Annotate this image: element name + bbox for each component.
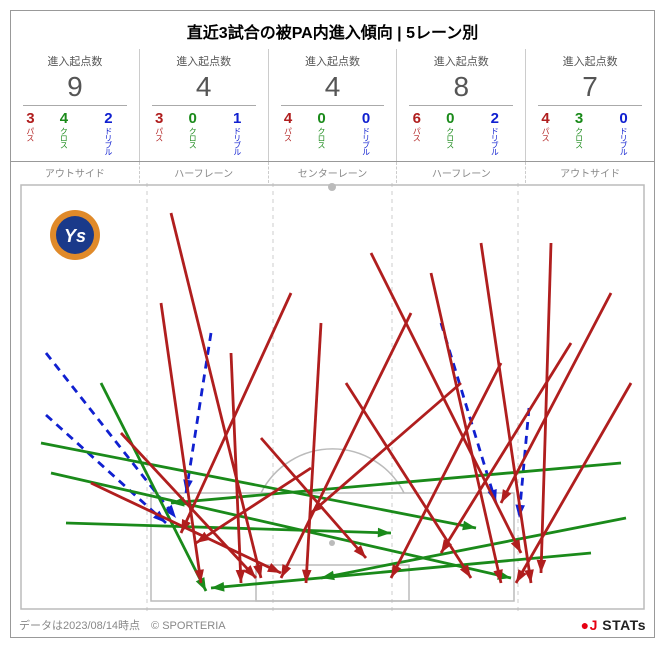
lane-name-3: ハーフレーン [397,162,526,183]
chart-title: 直近3試合の被PA内進入傾向 | 5レーン別 [11,11,654,49]
lane-breakdown: 3パス 4クロス 2ドリブル [11,110,139,155]
breakdown-label: パス [154,127,165,141]
breakdown-label: ドリブル [489,127,500,155]
lane-2: 進入起点数44パス0クロス0ドリブル [269,49,398,161]
lane-stat-label: 進入起点数 [11,53,139,69]
lane-1: 進入起点数4 3パス 0クロス 1ドリブル [140,49,269,161]
breakdown-num: 0 [446,110,454,127]
lane-total: 7 [538,69,642,106]
breakdown-num: 6 [413,110,421,127]
lane-breakdown: 4パス 3クロス 0ドリブル [526,110,654,155]
lane-total: 9 [23,69,127,106]
breakdown-num: 4 [284,110,292,127]
lane-stat-label: 進入起点数 [140,53,268,69]
breakdown-label: ドリブル [232,127,243,155]
chart-container: 直近3試合の被PA内進入傾向 | 5レーン別 進入起点数93パス4クロス2ドリブ… [10,10,655,638]
team-logo: Ys [49,209,101,266]
breakdown-num: 0 [362,110,370,127]
breakdown-num: 4 [60,110,68,127]
breakdown-num: 0 [189,110,197,127]
breakdown-label: クロス [316,127,327,148]
arrow-pass [196,468,311,543]
breakdown-label: パス [411,127,422,141]
lane-name-0: アウトサイド [11,162,140,183]
breakdown-label: クロス [58,127,69,148]
breakdown-label: パス [25,127,36,141]
footer-credit: データは2023/08/14時点 © SPORTERIA [19,617,226,633]
breakdown-num: 3 [26,110,34,127]
lane-breakdown: 4パス0クロス0ドリブル [269,110,397,155]
lane-4: 進入起点数7 4パス 3クロス 0ドリブル [526,49,654,161]
lane-name-1: ハーフレーン [140,162,269,183]
breakdown-label: クロス [187,127,198,148]
pitch-area: Ys [11,183,654,613]
lane-name-4: アウトサイド [526,162,654,183]
breakdown-num: 4 [541,110,549,127]
lane-breakdown: 3パス 0クロス 1ドリブル [140,110,268,155]
breakdown-label: ドリブル [103,127,114,155]
lane-names-row: アウトサイドハーフレーンセンターレーンハーフレーンアウトサイド [11,162,654,183]
lane-name-2: センターレーン [269,162,398,183]
breakdown-label: クロス [574,127,585,148]
breakdown-num: 2 [104,110,112,127]
breakdown-num: 3 [155,110,163,127]
jstats-logo: ●J STATs [581,617,646,633]
lane-stat-label: 進入起点数 [526,53,654,69]
lane-3: 進入起点数8 6パス 0クロス 2ドリブル [397,49,526,161]
arrow-pass [516,383,631,583]
breakdown-num: 3 [575,110,583,127]
lane-breakdown: 6パス 0クロス 2ドリブル [397,110,525,155]
breakdown-label: パス [540,127,551,141]
lanes-header: 進入起点数93パス4クロス2ドリブル進入起点数43パス0クロス1ドリブル進入起点… [11,49,654,162]
breakdown-num: 1 [233,110,241,127]
lane-total: 4 [281,69,385,106]
breakdown-label: パス [282,127,293,141]
breakdown-num: 0 [619,110,627,127]
pitch-svg [11,183,654,613]
breakdown-num: 0 [317,110,325,127]
breakdown-label: ドリブル [618,127,629,155]
svg-text:Ys: Ys [64,226,86,246]
lane-stat-label: 進入起点数 [397,53,525,69]
arrow-pass [346,383,471,578]
chart-footer: データは2023/08/14時点 © SPORTERIA ●J STATs [11,613,654,637]
lane-0: 進入起点数9 3パス 4クロス 2ドリブル [11,49,140,161]
lane-stat-label: 進入起点数 [269,53,397,69]
arrow-pass [371,253,521,553]
lane-total: 4 [152,69,256,106]
arrow-pass [501,293,611,503]
breakdown-label: クロス [445,127,456,148]
breakdown-num: 2 [491,110,499,127]
lane-total: 8 [409,69,513,106]
breakdown-label: ドリブル [360,127,371,155]
